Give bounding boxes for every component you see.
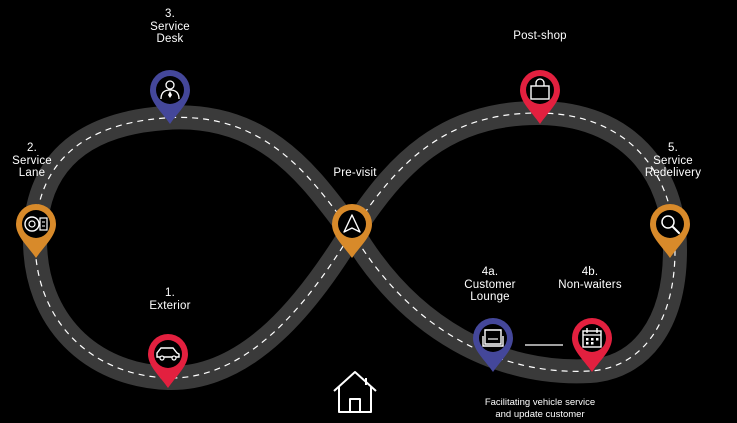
advisor-icon [160,80,180,100]
note-facilitating: Facilitating vehicle service and update … [484,397,596,420]
home-icon [333,371,377,413]
pin-service-redelivery [650,204,690,258]
pin-non-waiters [572,318,612,372]
label-post-shop: Post-shop [513,30,567,42]
pin-service-lane [16,204,56,258]
calendar-icon [582,328,602,348]
label-service-desk: 3. Service Desk [150,8,190,45]
label-pre-visit: Pre-visit [333,167,377,179]
pin-post-shop [520,70,560,124]
label-non-waiters: 4b. Non-waiters [558,266,622,291]
car-icon [156,347,180,361]
label-service-redelivery: 5. Service Redelivery [644,142,702,179]
pin-customer-lounge [473,318,513,372]
label-customer-lounge: 4a. Customer Lounge [464,266,516,303]
label-exterior: 1. Exterior [149,287,191,312]
navigation-arrow-icon [343,214,361,233]
magnifier-icon [661,215,680,234]
pin-service-desk [150,70,190,124]
pin-pre-visit [332,204,372,258]
lounge-chair-icon [482,329,504,347]
wheel-tools-icon [24,216,48,232]
label-service-lane: 2. Service Lane [12,142,52,179]
shopping-bag-icon [530,78,550,100]
pin-exterior [148,334,188,388]
